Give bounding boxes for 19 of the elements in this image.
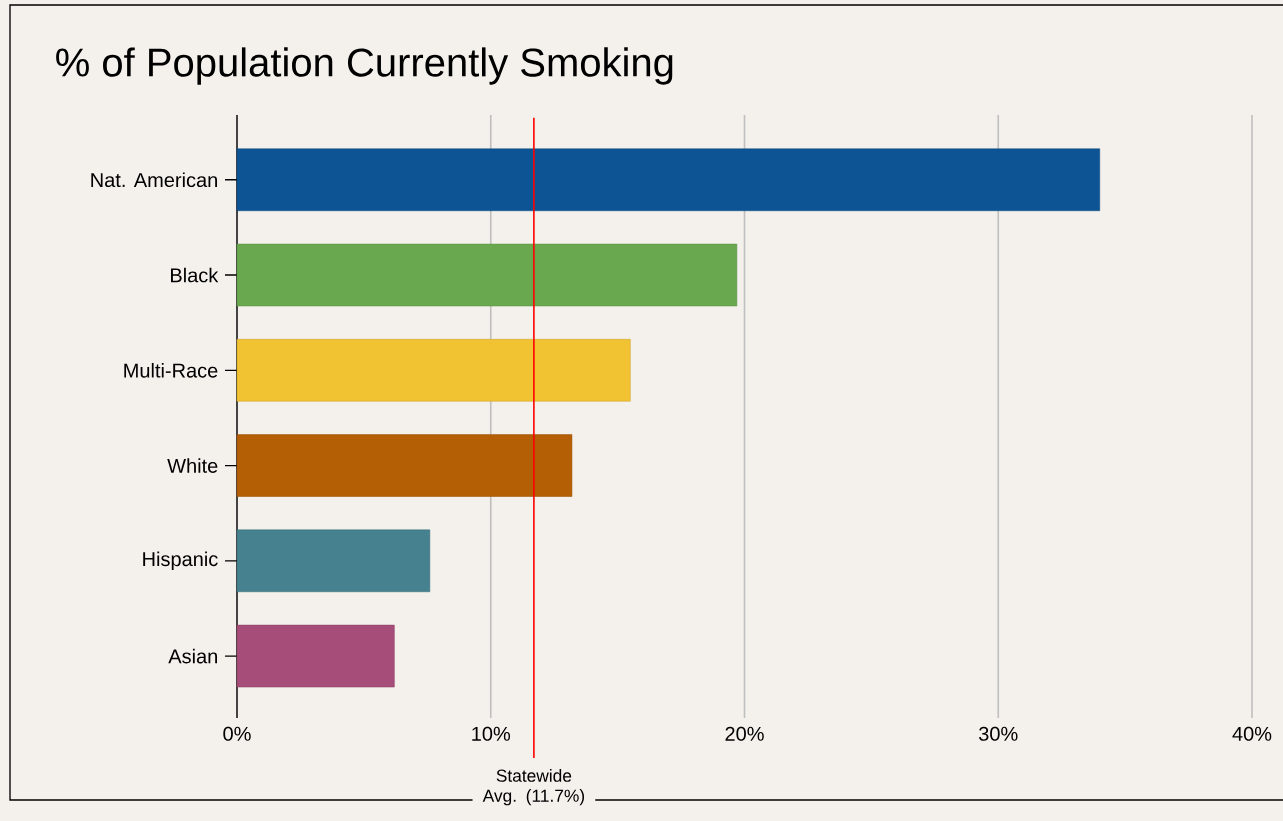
bar: [236, 148, 1101, 211]
x-tick-label: 10%: [472, 726, 511, 741]
x-tick-label: 0%: [223, 726, 251, 741]
bar: [236, 243, 738, 307]
y-tick-label: Nat. American: [91, 172, 217, 188]
y-tick-label: Asian: [168, 648, 217, 664]
chart-title: % of Population Currently Smoking: [56, 47, 673, 85]
y-tick-label: White: [167, 458, 218, 473]
y-tick-label: Hispanic: [143, 551, 218, 571]
bar: [236, 624, 395, 688]
x-tick-label: 20%: [725, 726, 764, 741]
y-tick-label: Black: [171, 267, 219, 283]
bar: [236, 434, 573, 497]
x-tick-label: 40%: [1232, 726, 1272, 741]
y-tick-label: Multi-Race: [124, 362, 218, 378]
ref-line-label: Statewide Avg. (11.7%): [482, 769, 585, 806]
x-tick-label: 30%: [978, 726, 1018, 741]
bar: [236, 339, 631, 402]
bar: [236, 529, 431, 593]
